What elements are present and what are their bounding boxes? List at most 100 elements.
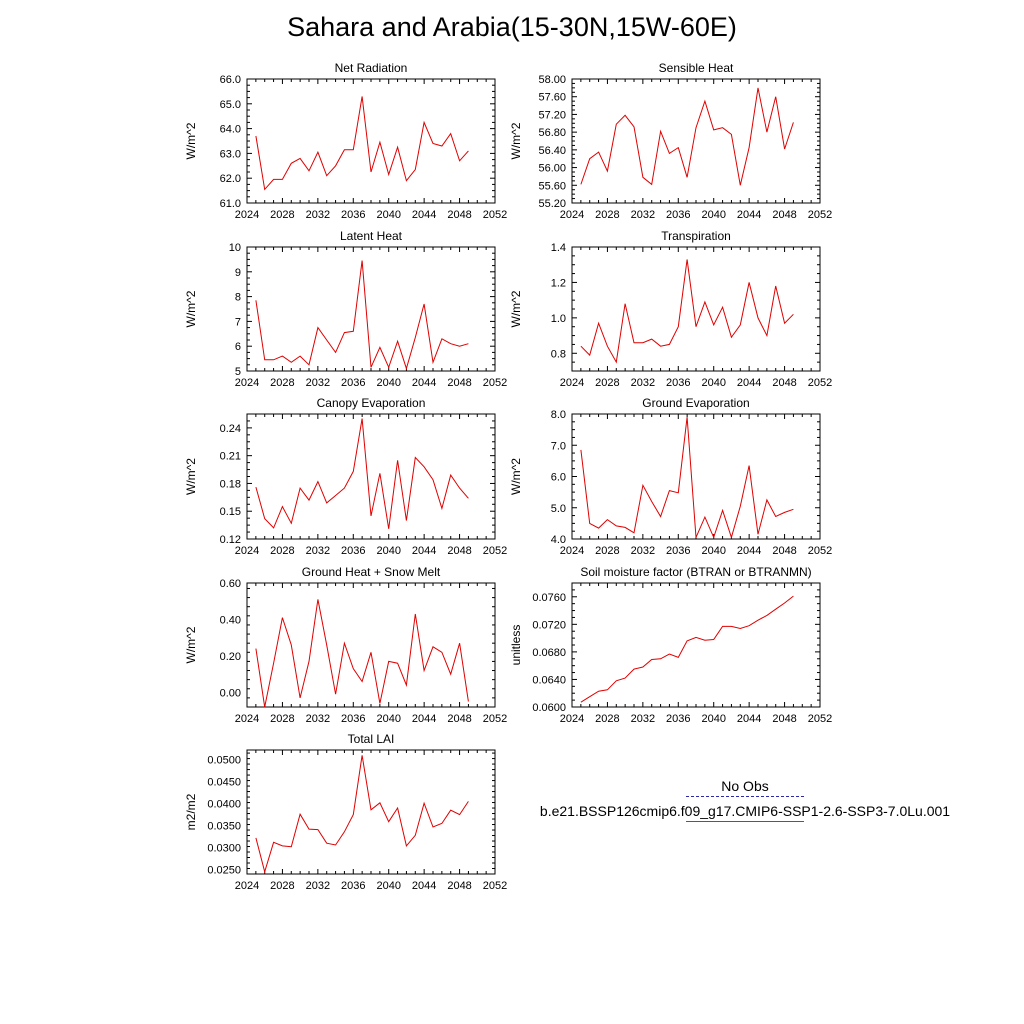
series-line (255, 96, 469, 191)
chart-panel: Soil moisture factor (BTRAN or BTRANMN) u… (509, 565, 832, 725)
x-tick-label: 2052 (808, 545, 832, 557)
x-tick-label: 2028 (270, 880, 294, 892)
y-tick-label: 7 (235, 316, 241, 328)
y-tick-label: 6 (235, 341, 241, 353)
x-tick-label: 2044 (737, 713, 761, 725)
y-tick-label: 61.0 (220, 198, 241, 210)
x-tick-label: 2028 (595, 209, 619, 221)
y-axis-label: W/m^2 (184, 626, 198, 663)
y-tick-label: 9 (235, 267, 241, 279)
x-tick-label: 2028 (270, 209, 294, 221)
y-tick-label: 56.00 (538, 163, 566, 175)
x-tick-label: 2032 (306, 209, 330, 221)
x-tick-label: 2048 (447, 713, 471, 725)
y-axis-label: W/m^2 (509, 458, 523, 495)
x-tick-label: 2052 (483, 545, 507, 557)
y-tick-label: 10 (229, 242, 241, 254)
x-tick-label: 2048 (447, 545, 471, 557)
y-tick-label: 58.00 (538, 74, 566, 86)
y-axis-label: W/m^2 (509, 122, 523, 159)
panel-title: Soil moisture factor (BTRAN or BTRANMN) (580, 565, 811, 579)
legend-model-label: b.e21.BSSP126cmip6.f09_g17.CMIP6-SSP1-2.… (539, 803, 951, 819)
chart-panel: Total LAI m2/m2 2024 2028 2032 2036 2040 2044 20… (184, 732, 507, 892)
y-tick-label: 65.0 (220, 99, 241, 111)
plot-frame (246, 78, 496, 204)
series-line (255, 418, 469, 529)
x-tick-label: 2040 (701, 209, 725, 221)
x-tick-label: 2048 (772, 713, 796, 725)
panel-title: Canopy Evaporation (317, 396, 426, 410)
x-tick-label: 2052 (808, 713, 832, 725)
x-tick-label: 2032 (306, 713, 330, 725)
x-tick-label: 2024 (560, 209, 584, 221)
y-tick-label: 1.2 (551, 277, 566, 289)
x-tick-label: 2048 (772, 209, 796, 221)
x-tick-label: 2032 (631, 545, 655, 557)
panel-title: Net Radiation (335, 61, 408, 75)
y-tick-label: 0.20 (220, 651, 241, 663)
legend-model-swatch (686, 821, 804, 822)
x-tick-label: 2032 (306, 377, 330, 389)
x-tick-label: 2048 (447, 880, 471, 892)
y-tick-label: 0.8 (551, 348, 566, 360)
chart-panel: Net Radiation W/m^2 2024 2028 2032 2036 2040 20… (184, 61, 507, 221)
x-tick-label: 2040 (376, 377, 400, 389)
x-tick-label: 2028 (595, 713, 619, 725)
y-axis-label: unitless (509, 625, 523, 666)
y-tick-label: 7.0 (551, 440, 566, 452)
y-tick-label: 0.60 (220, 578, 241, 590)
x-tick-label: 2036 (341, 377, 365, 389)
y-tick-label: 56.40 (538, 145, 566, 157)
y-axis-label: W/m^2 (509, 290, 523, 327)
x-tick-label: 2028 (595, 545, 619, 557)
panel-title: Ground Evaporation (642, 396, 749, 410)
y-axis-label: W/m^2 (184, 122, 198, 159)
x-tick-label: 2024 (560, 377, 584, 389)
y-tick-label: 0.0720 (532, 619, 566, 631)
x-tick-label: 2024 (560, 713, 584, 725)
panel-title: Ground Heat + Snow Melt (302, 565, 441, 579)
plot-frame (571, 413, 821, 540)
x-tick-label: 2028 (595, 377, 619, 389)
y-tick-label: 63.0 (220, 148, 241, 160)
x-tick-label: 2052 (808, 377, 832, 389)
plot-frame (246, 582, 496, 708)
y-tick-label: 0.12 (220, 534, 241, 546)
x-tick-label: 2036 (666, 545, 690, 557)
plot-frame (246, 246, 496, 372)
x-tick-label: 2044 (412, 880, 436, 892)
figure-title: Sahara and Arabia(15-30N,15W-60E) (287, 12, 737, 42)
y-tick-label: 66.0 (220, 74, 241, 86)
chart-panel: Ground Evaporation W/m^2 2024 2028 2032 2036 2… (509, 396, 832, 557)
x-tick-label: 2040 (701, 377, 725, 389)
x-tick-label: 2036 (666, 209, 690, 221)
y-tick-label: 0.15 (220, 506, 241, 518)
y-tick-label: 8 (235, 292, 241, 304)
y-tick-label: 0.0760 (532, 592, 566, 604)
x-tick-label: 2024 (235, 880, 259, 892)
chart-panel: Latent Heat W/m^2 2024 2028 2032 2036 2040 2044… (184, 229, 507, 389)
y-tick-label: 64.0 (220, 124, 241, 136)
panel-title: Latent Heat (340, 229, 403, 243)
x-tick-label: 2040 (701, 713, 725, 725)
chart-panel: Ground Heat + Snow Melt W/m^2 2024 2028 2032… (184, 565, 507, 725)
x-tick-label: 2048 (772, 545, 796, 557)
y-tick-label: 0.0500 (207, 755, 241, 767)
y-tick-label: 8.0 (551, 409, 566, 421)
plot-frame (571, 246, 821, 372)
x-tick-label: 2036 (666, 377, 690, 389)
x-tick-label: 2040 (376, 713, 400, 725)
x-tick-label: 2040 (376, 209, 400, 221)
y-tick-label: 0.0600 (532, 702, 566, 714)
y-tick-label: 55.60 (538, 180, 566, 192)
panel-title: Sensible Heat (659, 61, 734, 75)
x-tick-label: 2048 (772, 377, 796, 389)
legend: No Obs b.e21.BSSP126cmip6.f09_g17.CMIP6-… (520, 778, 970, 824)
x-tick-label: 2040 (376, 545, 400, 557)
series-line (580, 259, 794, 364)
x-tick-label: 2024 (235, 209, 259, 221)
x-tick-label: 2028 (270, 713, 294, 725)
y-axis-label: W/m^2 (184, 290, 198, 327)
x-tick-label: 2036 (666, 713, 690, 725)
y-axis-label: W/m^2 (184, 458, 198, 495)
